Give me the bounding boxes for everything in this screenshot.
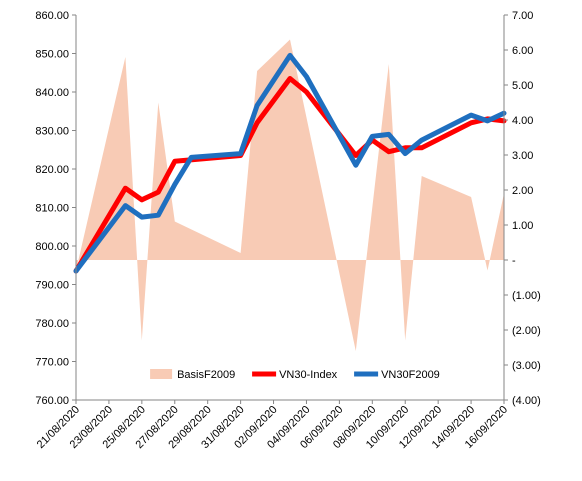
legend-swatch-basisf2009 bbox=[150, 369, 173, 379]
y-right-tick-label: 2.00 bbox=[512, 185, 533, 197]
series-area-basisf2009 bbox=[76, 39, 504, 351]
legend-label-basisf2009: BasisF2009 bbox=[177, 369, 235, 381]
y-left-tick-label: 820.00 bbox=[35, 164, 69, 176]
y-left-tick-label: 810.00 bbox=[35, 203, 69, 215]
area-layer bbox=[76, 39, 504, 351]
y-right-tick-label: - bbox=[512, 255, 516, 267]
y-left-tick-label: 790.00 bbox=[35, 280, 69, 292]
y-left-tick-label: 860.00 bbox=[35, 10, 69, 22]
y-left-tick-label: 780.00 bbox=[35, 318, 69, 330]
y-right-tick-label: 6.00 bbox=[512, 45, 533, 57]
y-right-tick-label: 3.00 bbox=[512, 150, 533, 162]
y-right-tick-label: 5.00 bbox=[512, 80, 533, 92]
y-left-tick-label: 840.00 bbox=[35, 87, 69, 99]
line-layer bbox=[73, 52, 507, 274]
legend-label-vn30-index: VN30-Index bbox=[279, 369, 338, 381]
y-right-tick-label: 4.00 bbox=[512, 115, 533, 127]
legend: BasisF2009 VN30-Index VN30F2009 bbox=[150, 369, 440, 381]
y-right-tick-label: 1.00 bbox=[512, 220, 533, 232]
y-right-tick-label: 7.00 bbox=[512, 10, 533, 22]
y-left-tick-label: 850.00 bbox=[35, 49, 69, 61]
y-left-tick-label: 770.00 bbox=[35, 357, 69, 369]
y-right-tick-label: (4.00) bbox=[512, 395, 541, 407]
legend-label-vn30f2009: VN30F2009 bbox=[381, 369, 440, 381]
y-left-tick-label: 830.00 bbox=[35, 126, 69, 138]
series-line-vn30-index bbox=[73, 76, 507, 274]
y-left-tick-label: 760.00 bbox=[35, 395, 69, 407]
y-right-tick-label: (3.00) bbox=[512, 360, 541, 372]
y-left-tick-label: 800.00 bbox=[35, 241, 69, 253]
series-line-vn30f2009 bbox=[73, 52, 507, 274]
y-right-tick-label: (1.00) bbox=[512, 290, 541, 302]
y-right-tick-label: (2.00) bbox=[512, 325, 541, 337]
